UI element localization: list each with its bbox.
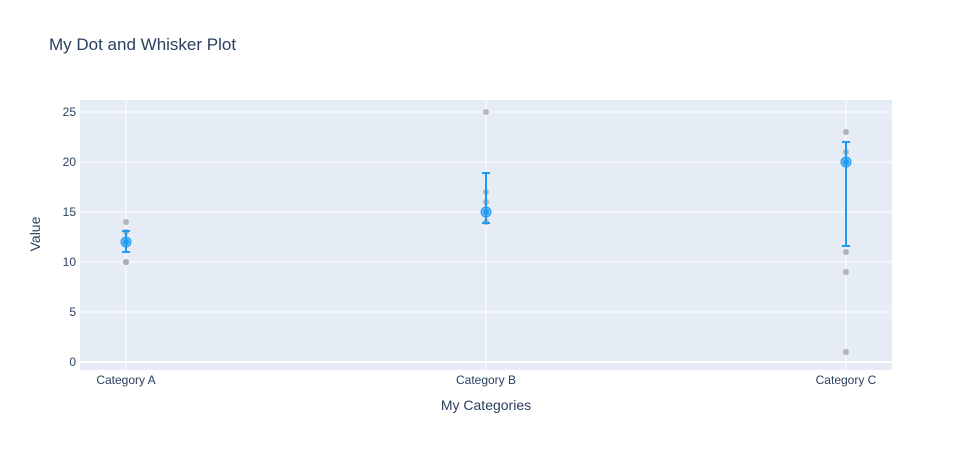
raw-point (843, 349, 849, 355)
raw-point (123, 219, 129, 225)
raw-point (843, 129, 849, 135)
raw-point (843, 269, 849, 275)
y-tick-labels: 0 5 10 15 20 25 (63, 105, 77, 369)
y-tick-label: 20 (63, 155, 77, 169)
y-tick-label: 5 (69, 305, 76, 319)
mean-marker-core (483, 209, 489, 215)
x-tick-label: Category A (96, 373, 155, 387)
y-tick-label: 10 (63, 255, 77, 269)
chart-title: My Dot and Whisker Plot (49, 35, 236, 54)
y-tick-label: 15 (63, 205, 77, 219)
raw-point (123, 259, 129, 265)
y-tick-label: 0 (69, 355, 76, 369)
raw-point (483, 109, 489, 115)
x-tick-labels: Category A Category B Category C (96, 373, 876, 387)
y-tick-label: 25 (63, 105, 77, 119)
x-tick-label: Category C (816, 373, 877, 387)
x-axis-title: My Categories (441, 397, 531, 413)
mean-marker-core (843, 159, 849, 165)
mean-markers (120, 156, 852, 248)
x-tick-label: Category B (456, 373, 516, 387)
raw-point (843, 249, 849, 255)
mean-marker-core (123, 239, 129, 245)
y-axis-title: Value (27, 216, 43, 251)
